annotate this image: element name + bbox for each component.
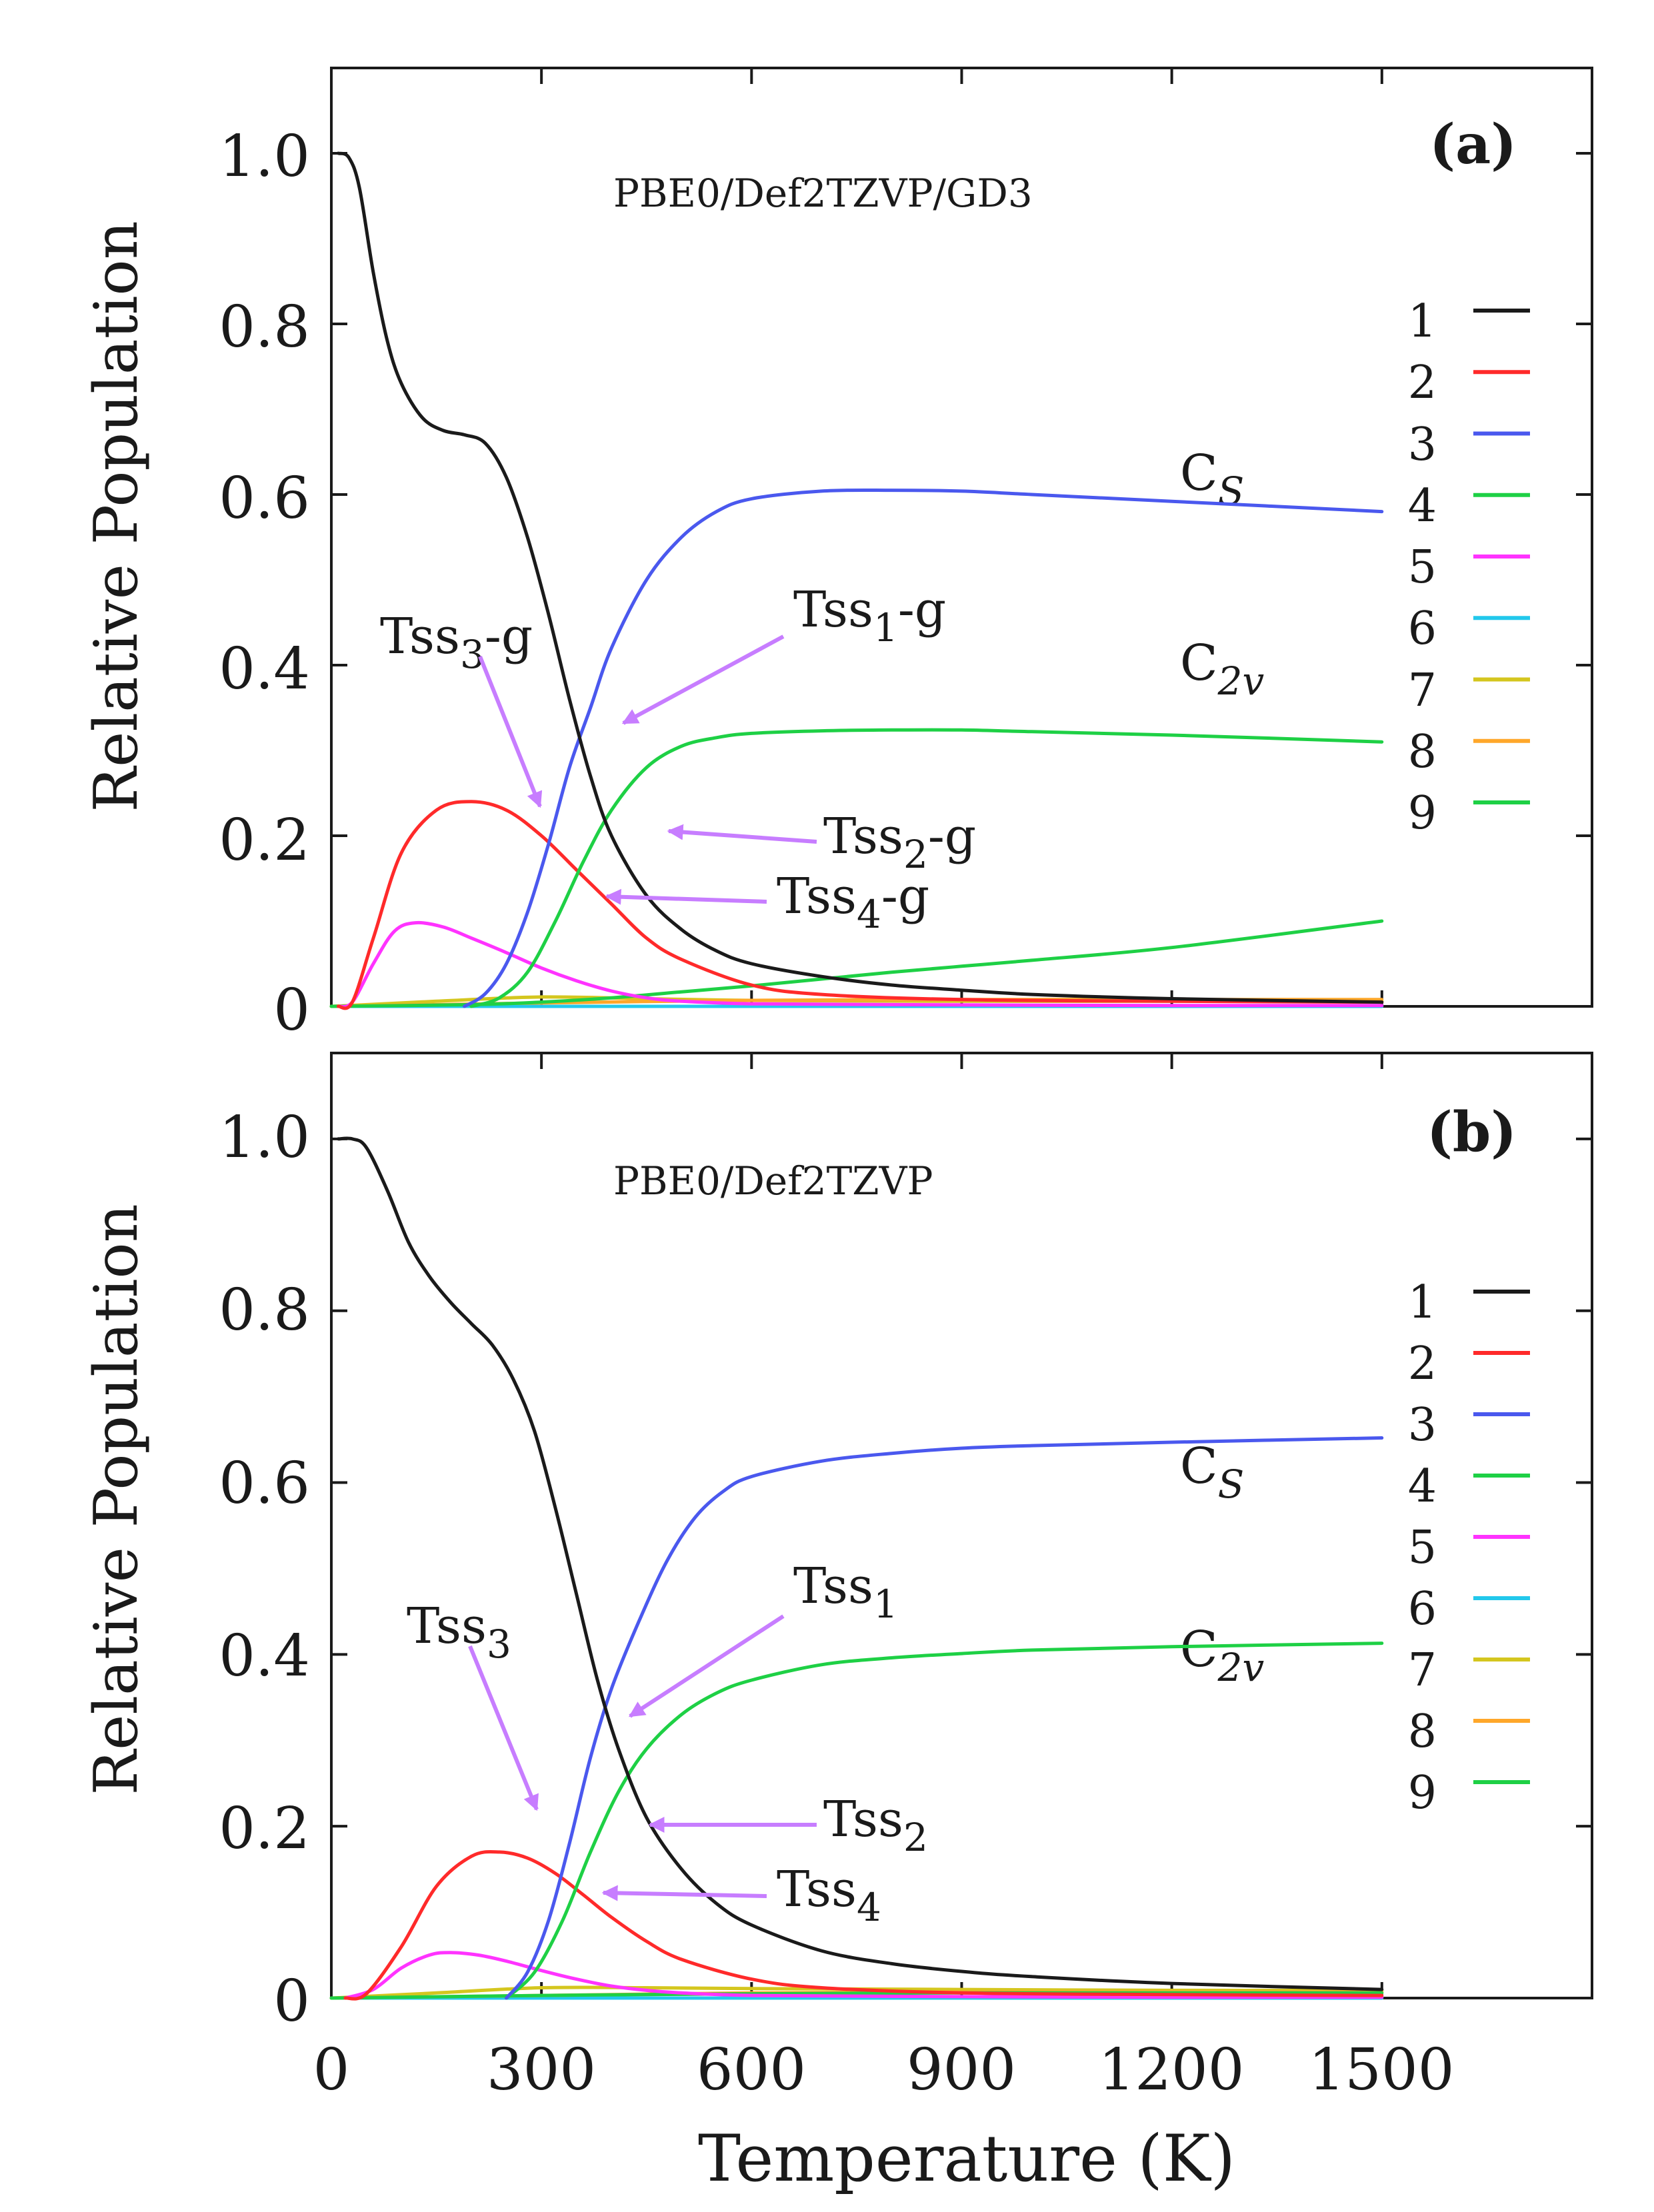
- annotation-arrow: [601, 1885, 767, 1901]
- y-tick-label: 0.2: [219, 1795, 310, 1862]
- y-tick-label: 0: [273, 1968, 310, 2035]
- legend-label: 7: [1408, 664, 1437, 717]
- annotation-tss1: Tss1-g: [793, 581, 946, 650]
- legend-label: 9: [1408, 787, 1437, 840]
- y-tick-label: 0.6: [219, 465, 310, 532]
- legend-label: 1: [1408, 295, 1437, 348]
- y-tick-label: 1.0: [219, 123, 310, 190]
- legend-label: 2: [1408, 357, 1437, 409]
- legend-label: 1: [1408, 1276, 1437, 1329]
- annotation-tss2: Tss2: [823, 1791, 928, 1860]
- legend-label: 2: [1408, 1338, 1437, 1390]
- annotation-c2v: C2v: [1180, 1621, 1265, 1690]
- annotation-arrow: [628, 1614, 785, 1718]
- series-3-line: [463, 488, 1384, 1008]
- x-tick-label: 600: [697, 2037, 806, 2103]
- method-label: PBE0/Def2TZVP: [613, 1158, 933, 1204]
- annotation-arrow: [478, 655, 543, 808]
- annotation-tss2: Tss2-g: [823, 808, 976, 877]
- series-1-line: [337, 151, 1384, 1004]
- legend-label: 4: [1408, 480, 1437, 533]
- series-4-line: [469, 728, 1384, 1008]
- y-tick-label: 0.8: [219, 1277, 310, 1344]
- y-tick-label: 0.4: [219, 636, 310, 702]
- annotation-arrow: [621, 634, 785, 725]
- legend-label: 3: [1408, 419, 1437, 471]
- x-tick-label: 1200: [1099, 2037, 1245, 2103]
- series-1-line: [337, 1136, 1384, 1991]
- x-tick-label: 1500: [1309, 2037, 1455, 2103]
- x-tick-label: 900: [907, 2037, 1016, 2103]
- legend-label: 7: [1408, 1644, 1437, 1697]
- annotation-c2v: C2v: [1180, 634, 1265, 704]
- legend-label: 8: [1408, 1705, 1437, 1758]
- panel-b: 0 0.2 0.4 0.6 0.8 1.0 Relative Populatio…: [81, 1052, 1593, 2196]
- panel-label: (b): [1427, 1100, 1517, 1164]
- annotation-tss4: Tss4: [777, 1861, 881, 1930]
- annotation-tss4: Tss4-g: [777, 868, 929, 937]
- x-axis-label: Temperature (K): [698, 2121, 1235, 2196]
- series-7-line: [329, 1985, 1384, 2000]
- legend-label: 9: [1408, 1767, 1437, 1819]
- series-9-line: [329, 1991, 1384, 2000]
- annotation-tss3: Tss3-g: [380, 608, 533, 677]
- y-tick-label: 0: [273, 977, 310, 1044]
- annotation-arrow: [605, 888, 767, 905]
- legend-label: 4: [1408, 1460, 1437, 1513]
- y-tick-label: 0.4: [219, 1623, 310, 1689]
- series-4-line: [505, 1642, 1384, 2000]
- annotation-cs: CS: [1180, 1438, 1244, 1507]
- annotation-tss3: Tss3: [407, 1598, 511, 1667]
- series-5-line: [337, 920, 1384, 1008]
- series-5-line: [343, 1951, 1384, 2000]
- x-tick-label: 300: [487, 2037, 596, 2103]
- legend-label: 3: [1408, 1399, 1437, 1452]
- annotation-tss1: Tss1: [793, 1558, 898, 1627]
- y-axis-label: Relative Population: [81, 1204, 151, 1795]
- y-axis-label: Relative Population: [81, 221, 151, 812]
- legend-label: 6: [1408, 602, 1437, 655]
- x-tick-label: 0: [313, 2037, 350, 2103]
- legend-label: 5: [1408, 541, 1437, 594]
- annotation-arrow: [468, 1645, 539, 1811]
- method-label: PBE0/Def2TZVP/GD3: [613, 171, 1033, 216]
- y-tick-label: 0.8: [219, 294, 310, 361]
- y-tick-label: 1.0: [219, 1104, 310, 1171]
- legend-label: 8: [1408, 726, 1437, 778]
- legend-label: 5: [1408, 1522, 1437, 1574]
- series-3-line: [505, 1436, 1384, 2000]
- y-tick-label: 0.6: [219, 1450, 310, 1517]
- panel-a: 0 0.2 0.4 0.6 0.8 1.0 Relative Populatio…: [81, 67, 1593, 1044]
- y-tick-label: 0.2: [219, 807, 310, 874]
- annotation-arrow: [667, 824, 817, 844]
- series-2-line: [343, 1849, 1384, 2001]
- series-9-line: [329, 919, 1384, 1008]
- legend-label: 6: [1408, 1583, 1437, 1636]
- panel-label: (a): [1429, 113, 1517, 177]
